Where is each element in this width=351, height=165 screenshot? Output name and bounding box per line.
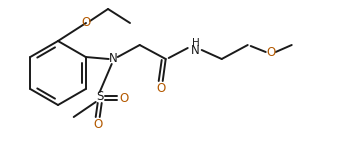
Text: O: O	[266, 47, 275, 60]
Text: N: N	[191, 44, 200, 56]
Text: N: N	[110, 52, 118, 66]
Text: O: O	[156, 82, 165, 96]
Text: H: H	[192, 38, 200, 48]
Text: S: S	[96, 90, 104, 103]
Text: O: O	[81, 16, 91, 30]
Text: O: O	[93, 118, 102, 132]
Text: O: O	[119, 92, 128, 104]
